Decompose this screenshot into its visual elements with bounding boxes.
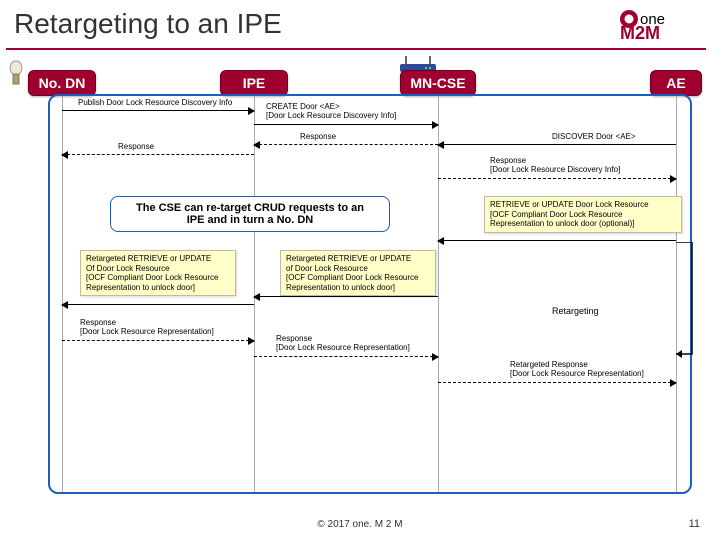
arrow-resp-left — [62, 340, 254, 341]
note-retarget-left: Retargeted RETRIEVE or UPDATE Of Door Lo… — [80, 250, 236, 296]
footer-copyright: © 2017 one. M 2 M — [0, 519, 720, 530]
note-retarget-mid: Retargeted RETRIEVE or UPDATE of Door Lo… — [280, 250, 436, 296]
msg-discover: DISCOVER Door <AE> — [552, 132, 636, 141]
msg-resp-mid: Response [Door Lock Resource Representat… — [276, 334, 410, 352]
msg-publish: Publish Door Lock Resource Discovery Inf… — [78, 98, 232, 107]
msg-resp-disc: Response [Door Lock Resource Discovery I… — [490, 156, 620, 174]
actor-mncse: MN-CSE — [400, 70, 476, 96]
msg-resp-left: Response [Door Lock Resource Representat… — [80, 318, 214, 336]
page-title: Retargeting to an IPE — [14, 8, 282, 40]
actor-ae: AE — [650, 70, 702, 96]
arrow-discover — [438, 144, 676, 145]
msg-resp1: Response — [300, 132, 336, 141]
arrow-publish — [62, 110, 254, 111]
actor-nodn: No. DN — [28, 70, 96, 96]
bulb-icon — [8, 60, 24, 90]
arrow-retarget-left — [62, 304, 254, 305]
label-retargeting: Retargeting — [552, 306, 599, 316]
header-rule — [6, 48, 706, 50]
msg-resp-right: Retargeted Response [Door Lock Resource … — [510, 360, 644, 378]
arrow-retarget-mid — [254, 296, 438, 297]
arrow-resp2 — [62, 154, 254, 155]
arrow-resp-disc — [438, 178, 676, 179]
arrow-resp-mid — [254, 356, 438, 357]
msg-resp2: Response — [118, 142, 154, 151]
actor-ipe: IPE — [220, 70, 288, 96]
page-number: 11 — [689, 518, 700, 530]
arrow-retrieve-ae — [438, 240, 676, 241]
note-retrieve-ae: RETRIEVE or UPDATE Door Lock Resource [O… — [484, 196, 682, 233]
onem2m-logo: one M2M — [618, 6, 702, 47]
callout-retarget: The CSE can re-target CRUD requests to a… — [110, 196, 390, 232]
arrow-resp-right — [438, 382, 676, 383]
sequence-diagram: No. DN IPE MN-CSE AE Publish Door Lock R… — [0, 56, 720, 500]
arrow-create — [254, 124, 438, 125]
arrow-resp1 — [254, 144, 438, 145]
msg-create: CREATE Door <AE> [Door Lock Resource Dis… — [266, 102, 396, 120]
svg-text:M2M: M2M — [620, 23, 660, 42]
self-arrow-ae — [676, 242, 698, 362]
